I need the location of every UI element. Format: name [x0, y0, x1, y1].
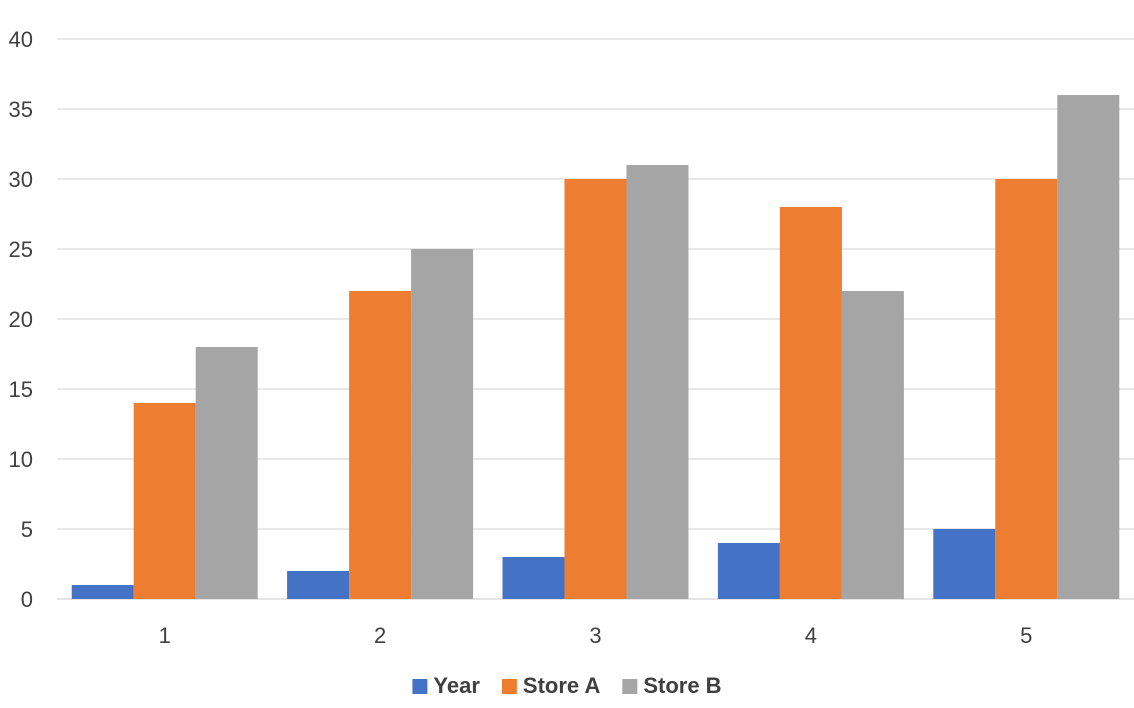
y-tick-label: 15	[9, 377, 33, 402]
legend-swatch	[412, 679, 428, 694]
bar-store-a-1	[133, 403, 196, 599]
x-tick-label: 4	[805, 623, 817, 648]
x-tick-label: 2	[374, 623, 386, 648]
legend-swatch	[622, 679, 638, 694]
legend-label: Store B	[643, 673, 721, 698]
y-axis-ticks: 0 5 10 15 20 25 30 35 40	[9, 27, 33, 612]
legend: Year Store A Store B	[412, 673, 722, 698]
bar-year-4	[717, 543, 780, 599]
bars	[71, 95, 1120, 599]
legend-item-year: Year	[412, 673, 480, 698]
bar-year-1	[71, 585, 134, 599]
bar-store-b-2	[411, 249, 474, 599]
y-tick-label: 40	[9, 27, 33, 52]
x-axis-ticks: 1 2 3 4 5	[159, 623, 1033, 648]
x-tick-label: 3	[589, 623, 601, 648]
x-tick-label: 1	[159, 623, 171, 648]
bar-year-3	[502, 557, 565, 599]
legend-item-store-a: Store A	[501, 673, 601, 698]
bar-store-a-3	[564, 179, 627, 599]
y-tick-label: 35	[9, 97, 33, 122]
bar-store-b-3	[626, 165, 689, 599]
y-tick-label: 20	[9, 307, 33, 332]
bar-store-a-5	[995, 179, 1058, 599]
bar-store-a-2	[349, 291, 412, 599]
bar-store-b-1	[195, 347, 258, 599]
y-tick-label: 30	[9, 167, 33, 192]
y-tick-label: 10	[9, 447, 33, 472]
legend-item-store-b: Store B	[622, 673, 722, 698]
y-tick-label: 0	[21, 587, 33, 612]
legend-swatch	[501, 679, 517, 694]
legend-label: Store A	[523, 673, 601, 698]
bar-store-b-4	[841, 291, 904, 599]
y-tick-label: 5	[21, 517, 33, 542]
y-tick-label: 25	[9, 237, 33, 262]
bar-store-a-4	[779, 207, 842, 599]
x-tick-label: 5	[1020, 623, 1032, 648]
legend-label: Year	[433, 673, 480, 698]
bar-year-2	[287, 571, 350, 599]
bar-store-b-5	[1057, 95, 1120, 599]
bar-year-5	[933, 529, 996, 599]
